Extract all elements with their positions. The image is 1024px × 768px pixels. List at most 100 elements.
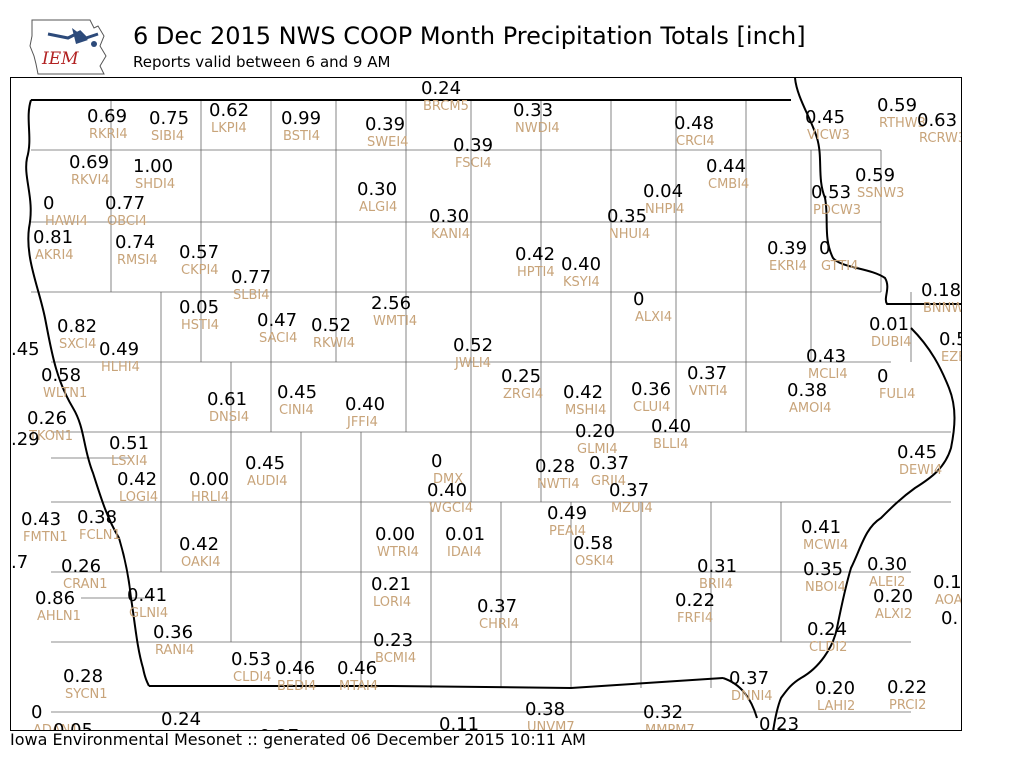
station-id: CLDI2 bbox=[809, 640, 847, 655]
station-id: TKON1 bbox=[28, 429, 73, 444]
station-value: 0.37 bbox=[687, 363, 727, 384]
station-marker: 0.24 bbox=[161, 709, 201, 730]
station-value: 0.33 bbox=[513, 100, 553, 121]
station-value: 0.00 bbox=[189, 469, 229, 490]
station-id: SWEI4 bbox=[367, 135, 408, 150]
station-id: PRCI2 bbox=[889, 698, 926, 713]
station-id: ALGI4 bbox=[359, 200, 397, 215]
station-id: AOA bbox=[935, 593, 962, 608]
station-value: 0.48 bbox=[674, 113, 714, 134]
station-id: IDAI4 bbox=[447, 545, 482, 560]
station-id: SYCN1 bbox=[65, 687, 108, 702]
station-value: .29 bbox=[11, 429, 40, 450]
station-value: 0.86 bbox=[35, 588, 75, 609]
station-id: BCMI4 bbox=[375, 651, 416, 666]
station-value: 0.39 bbox=[767, 238, 807, 259]
station-value: 0.58 bbox=[41, 365, 81, 386]
header: IEM 6 Dec 2015 NWS COOP Month Precipitat… bbox=[0, 0, 1024, 76]
station-value: 0.49 bbox=[547, 503, 587, 524]
station-value: 0.77 bbox=[231, 267, 271, 288]
station-value: 0.42 bbox=[179, 534, 219, 555]
station-value: 0.44 bbox=[706, 156, 746, 177]
station-value: 0.05 bbox=[179, 297, 219, 318]
station-id: BRII4 bbox=[699, 577, 733, 592]
station-id: ALEI2 bbox=[869, 575, 905, 590]
station-value: 0.43 bbox=[21, 509, 61, 530]
station-id: VICW3 bbox=[807, 128, 850, 143]
station-id: CKPI4 bbox=[181, 263, 219, 278]
station-id: BSTI4 bbox=[283, 129, 320, 144]
station-id: MTAI4 bbox=[339, 679, 378, 694]
station-value: 0.42 bbox=[563, 382, 603, 403]
station-id: HRLI4 bbox=[191, 490, 229, 505]
station-value: 0.81 bbox=[33, 227, 73, 248]
station-value: 0.58 bbox=[573, 533, 613, 554]
station-id: KANI4 bbox=[431, 227, 470, 242]
station-value: 0.26 bbox=[27, 408, 67, 429]
station-value: 0.31 bbox=[697, 556, 737, 577]
station-value: 0.30 bbox=[867, 554, 907, 575]
station-id: NBOI4 bbox=[805, 580, 846, 595]
footer-credit: Iowa Environmental Mesonet :: generated … bbox=[10, 730, 586, 749]
station-id: LAHI2 bbox=[817, 699, 855, 714]
station-value: 0.22 bbox=[887, 677, 927, 698]
station-value: 0.20 bbox=[873, 586, 913, 607]
station-id: BEDI4 bbox=[277, 679, 316, 694]
station-id: SSNW3 bbox=[857, 186, 904, 201]
station-id: CLDI4 bbox=[233, 670, 271, 685]
station-id: EKRI4 bbox=[769, 259, 807, 274]
station-id: OBCI4 bbox=[107, 214, 147, 229]
station-id: AUDI4 bbox=[247, 474, 288, 489]
station-value: 0.39 bbox=[365, 114, 405, 135]
station-id: RANI4 bbox=[155, 643, 194, 658]
station-value: 0.32 bbox=[643, 702, 683, 723]
page-title: 6 Dec 2015 NWS COOP Month Precipitation … bbox=[133, 22, 806, 50]
station-value: 0.42 bbox=[515, 244, 555, 265]
precipitation-map: 0.24 BRCM5 0.69 RKRI4 0.75 SIBI4 0.62 LKPI4 0.99… bbox=[10, 77, 962, 731]
station-value: 0.99 bbox=[281, 108, 321, 129]
station-value: 0.05 bbox=[53, 720, 93, 731]
station-value: 0.52 bbox=[453, 335, 493, 356]
station-value: 0.24 bbox=[421, 78, 461, 99]
station-value: 0.26 bbox=[61, 556, 101, 577]
station-value: 0.37 bbox=[259, 726, 299, 731]
station-id: AKRI4 bbox=[35, 248, 74, 263]
station-value: 0.38 bbox=[77, 507, 117, 528]
station-id: ALXI4 bbox=[635, 310, 672, 325]
station-value: 0.45 bbox=[897, 442, 937, 463]
station-value: 0.23 bbox=[373, 630, 413, 651]
station-value: 0 bbox=[877, 366, 888, 387]
station-value: 0.01 bbox=[445, 524, 485, 545]
